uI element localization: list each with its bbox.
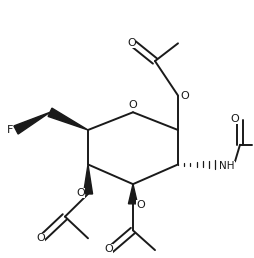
Polygon shape	[83, 164, 92, 194]
Text: O: O	[76, 188, 85, 198]
Text: O: O	[104, 244, 113, 254]
Text: O: O	[129, 100, 137, 110]
Text: O: O	[231, 114, 239, 124]
Polygon shape	[48, 108, 88, 130]
Text: NH: NH	[219, 161, 234, 171]
Polygon shape	[129, 184, 138, 204]
Text: O: O	[36, 232, 45, 243]
Text: O: O	[136, 200, 145, 210]
Text: F: F	[7, 125, 13, 135]
Text: O: O	[127, 38, 136, 48]
Text: O: O	[181, 91, 189, 101]
Polygon shape	[14, 112, 50, 134]
